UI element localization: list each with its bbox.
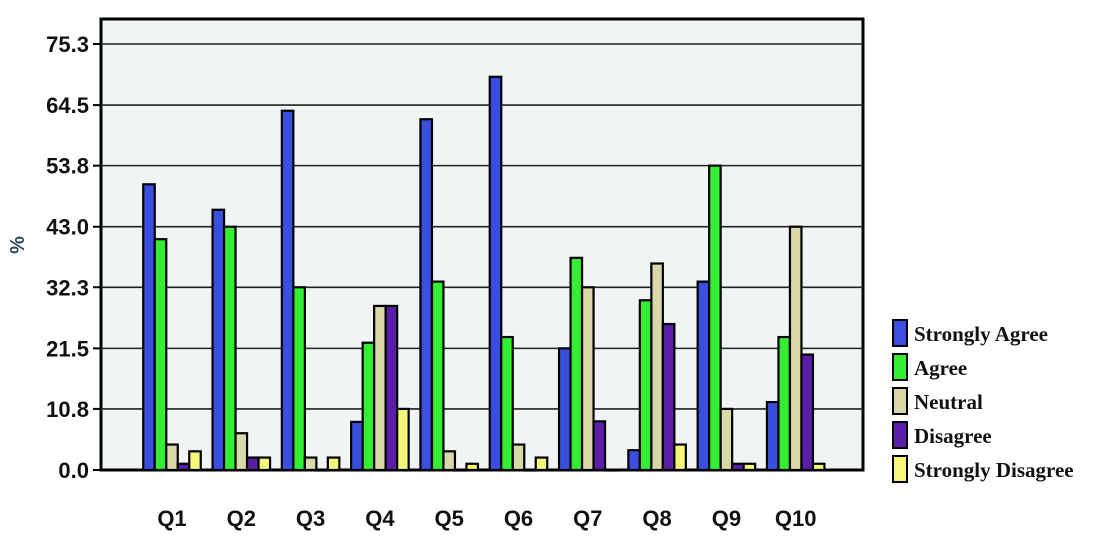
y-tick-label: 64.5 [46, 93, 89, 118]
bar-disagree-q5 [453, 468, 468, 472]
bar-strongly-agree-q3 [280, 109, 295, 472]
y-tick-label: 21.5 [46, 336, 89, 361]
bar-agree-q10 [777, 335, 792, 472]
legend-swatch-strongly-disagree [892, 455, 908, 483]
bar-neutral-q5 [442, 450, 457, 472]
bar-strongly-disagree-q10 [811, 462, 826, 472]
x-tick-label: Q6 [504, 506, 533, 531]
bar-disagree-q1 [176, 462, 191, 472]
bar-disagree-q7 [592, 420, 607, 472]
bar-disagree-q8 [661, 322, 676, 472]
legend-label: Disagree [914, 424, 992, 448]
bar-neutral-q3 [303, 456, 318, 472]
x-tick-label: Q4 [365, 506, 395, 531]
bar-neutral-q2 [234, 432, 249, 472]
bar-strongly-agree-q2 [211, 208, 226, 472]
legend-label: Strongly Agree [914, 322, 1048, 346]
legend-swatch-strongly-agree [892, 319, 908, 347]
bar-disagree-q10 [800, 353, 815, 472]
legend-label: Neutral [914, 390, 983, 414]
y-tick-label: 0.0 [58, 458, 89, 483]
bar-agree-q5 [430, 280, 445, 472]
bar-strongly-agree-q4 [350, 420, 364, 472]
bar-strongly-agree-q7 [557, 347, 572, 472]
bar-disagree-q2 [245, 456, 260, 472]
legend-swatch-disagree [892, 421, 908, 449]
bar-agree-q1 [153, 238, 168, 472]
bar-agree-q3 [292, 286, 306, 472]
bar-disagree-q4 [384, 304, 399, 472]
y-axis-label: % [7, 236, 29, 254]
y-tick-label: 75.3 [46, 32, 89, 57]
bar-strongly-agree-q6 [488, 75, 503, 472]
bars [142, 75, 826, 472]
bar-neutral-q9 [719, 407, 734, 472]
legend-swatch-neutral [892, 387, 908, 415]
y-tick-label: 10.8 [46, 397, 89, 422]
bar-strongly-agree-q9 [696, 280, 711, 472]
bar-strongly-agree-q10 [765, 401, 780, 472]
x-tick-label: Q2 [227, 506, 256, 531]
x-tick-label: Q9 [712, 506, 741, 531]
bar-strongly-disagree-q8 [673, 443, 687, 472]
bar-disagree-q3 [315, 468, 329, 472]
bar-strongly-disagree-q9 [742, 462, 757, 472]
x-tick-label: Q1 [157, 506, 186, 531]
bar-strongly-agree-q5 [419, 118, 434, 472]
y-axis: 0.0 10.8 21.5 32.3 43.0 53.8 64.5 75.3 [46, 32, 101, 483]
bar-disagree-q6 [523, 468, 537, 472]
bar-neutral-q1 [165, 443, 179, 472]
bar-strongly-disagree-q3 [326, 456, 341, 472]
x-tick-label: Q10 [775, 506, 817, 531]
bar-neutral-q6 [511, 443, 526, 472]
bar-neutral-q10 [788, 225, 803, 472]
bar-strongly-agree-q1 [142, 183, 156, 472]
legend-label: Strongly Disagree [914, 458, 1074, 482]
bar-strongly-disagree-q2 [257, 456, 272, 472]
legend-swatch-agree [892, 353, 908, 381]
bar-strongly-disagree-q7 [603, 468, 618, 472]
bar-neutral-q4 [373, 304, 387, 472]
bar-agree-q9 [708, 164, 722, 472]
y-tick-label: 43.0 [46, 215, 89, 240]
y-tick-label: 32.3 [46, 275, 89, 300]
bar-strongly-disagree-q1 [188, 450, 202, 472]
bar-agree-q6 [500, 335, 514, 472]
x-tick-label: Q5 [435, 506, 464, 531]
bar-strongly-disagree-q4 [396, 407, 410, 472]
x-axis: Q1 Q2 Q3 Q4 Q5 Q6 Q7 Q8 Q9 Q10 [157, 506, 816, 531]
bar-strongly-disagree-q5 [465, 462, 480, 472]
bar-agree-q4 [361, 341, 376, 472]
bar-neutral-q8 [650, 262, 664, 472]
bar-agree-q7 [569, 256, 584, 472]
x-tick-label: Q7 [573, 506, 602, 531]
legend-label: Agree [914, 356, 967, 380]
x-tick-label: Q3 [296, 506, 325, 531]
x-tick-label: Q8 [642, 506, 671, 531]
bar-disagree-q9 [731, 462, 745, 472]
legend: Strongly Agree Agree Neutral Disagree Strong… [892, 319, 1074, 483]
y-tick-label: 53.8 [46, 154, 89, 179]
bar-neutral-q7 [580, 286, 595, 472]
bar-strongly-agree-q8 [627, 449, 641, 472]
bar-agree-q2 [222, 225, 237, 472]
bar-strongly-disagree-q6 [534, 456, 549, 472]
bar-agree-q8 [638, 299, 653, 472]
